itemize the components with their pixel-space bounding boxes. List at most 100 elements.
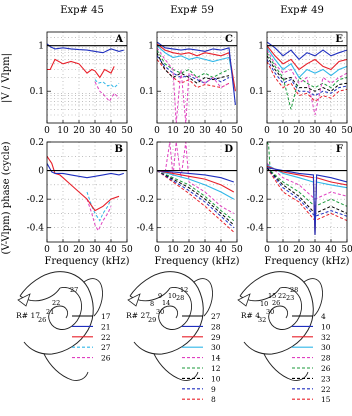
legend-label: 30 [321,343,331,352]
x-tick-label: 10 [167,245,179,255]
electrode-number: 22 [52,299,60,307]
axes-frame-A [46,31,128,124]
x-tick-label: 0 [154,126,160,136]
y-tick-label: 0.2 [250,138,264,148]
electrode-number: 22 [278,292,286,300]
electrode-number: 8 [150,300,154,308]
panel-F: 0 10 20 30 40 50 0.2 0 -0.2 -0.4 F Frequency (kHz) [247,138,352,267]
axes-frame-B [46,141,128,243]
series-line-A-22 [47,58,115,79]
electrode-number: 9 [158,292,162,300]
series-line-D-14 [157,142,235,214]
electrode-number: 27 [70,286,78,294]
x-tick-label: 20 [73,126,85,136]
panel-letter-F: F [336,144,343,155]
x-tick-label: 50 [121,126,133,136]
legend-label: 26 [321,364,331,373]
series-group-E [267,41,347,116]
x-tick-label: 50 [341,245,352,255]
series-line-C-14 [157,47,230,123]
legend-label: 32 [321,333,331,342]
electrode-number: 15 [268,292,276,300]
x-tick-label: 40 [215,245,227,255]
grid-F [267,142,347,242]
cochlea-spiral [48,287,83,330]
series-line-D-10 [157,170,235,226]
ylabel-phase: (V-Vlpm) phase (cycle) [1,141,12,254]
electrode-number: 21 [46,308,54,316]
y-tick-label: 0 [38,167,44,177]
x-tick-label: 30 [309,245,321,255]
x-tick-label: 40 [105,126,117,136]
x-tick-label: 30 [199,245,211,255]
title-exp49: Exp# 49 [280,5,324,16]
series-line-D-9 [157,170,235,229]
x-tick-label: 40 [325,245,337,255]
axes-frame-F [266,141,348,243]
electrode-number: 23 [286,294,294,302]
x-tick-label: 20 [183,245,195,255]
series-line-E-30 [267,47,347,79]
series-line-D-28 [157,170,234,183]
series-line-C-9 [157,55,230,84]
axes-frame-E [266,31,348,124]
cochlea-spiral [268,287,303,330]
cochlea-tip [17,293,31,307]
panel-B: 0 10 20 30 40 50 0.2 0 -0.2 -0.4 B Frequency (kHz) [27,138,133,267]
electrode-number: 28 [290,286,298,294]
y-tick-label: 0.2 [140,138,154,148]
y-tick-label: 1 [258,42,264,52]
panel-D: 0 10 20 30 40 50 0.2 0 -0.2 -0.4 D Frequency (kHz) [137,138,243,267]
cochlea-apex [83,278,103,317]
electrode-number: 10 [168,292,176,300]
series-line-C-12 [157,49,230,79]
series-line-E-26 [267,52,347,110]
axes-frame-C [156,31,238,124]
title-exp45: Exp# 45 [60,5,104,16]
y-tick-label: 0.1 [140,87,154,97]
x-tick-label: 30 [199,126,211,136]
series-line-A-27 [94,79,120,89]
series-line-E-23 [267,55,347,92]
x-tick-label: 0 [264,245,270,255]
x-tick-label: 50 [341,126,352,136]
x-tick-label: 20 [293,126,305,136]
legend-label: 10 [211,374,221,383]
series-line-F-22 [267,167,347,217]
grid-D [157,142,237,242]
legend-label: 29 [211,333,221,342]
x-tick-label: 30 [309,126,321,136]
electrode-number: 10 [260,300,268,308]
x-tick-label: 20 [183,126,195,136]
panel-letter-D: D [224,144,233,155]
ylabel-amplitude: |V / Vlpm| [1,53,12,103]
y-tick-label: -0.4 [27,224,45,234]
legend-label: 22 [101,333,111,342]
legend-label: 4 [321,312,326,321]
x-tick-label: 20 [73,245,85,255]
series-line-F-30 [267,164,347,235]
series-line-F-15 [267,167,347,222]
x-tick-label: 40 [325,126,337,136]
x-tick-label: 0 [264,126,270,136]
panel-letter-A: A [114,34,123,45]
series-group-D [157,142,237,233]
cochlea-tip [127,293,141,307]
legend-label: 22 [321,385,331,394]
panel-letter-C: C [225,34,233,45]
y-tick-label: -0.4 [137,224,155,234]
legend-label: 28 [321,354,331,363]
y-tick-label: -0.4 [247,224,265,234]
legend-label: 21 [101,322,111,331]
series-line-E-28 [267,49,347,116]
series-line-D-29 [157,170,235,193]
legend-label: 27 [101,343,111,352]
x-tick-label: 40 [105,245,117,255]
legend-label: 12 [211,364,221,373]
cochlea-apex [303,278,323,317]
series-line-E-15 [267,61,347,102]
series-line-F-32 [267,165,347,235]
